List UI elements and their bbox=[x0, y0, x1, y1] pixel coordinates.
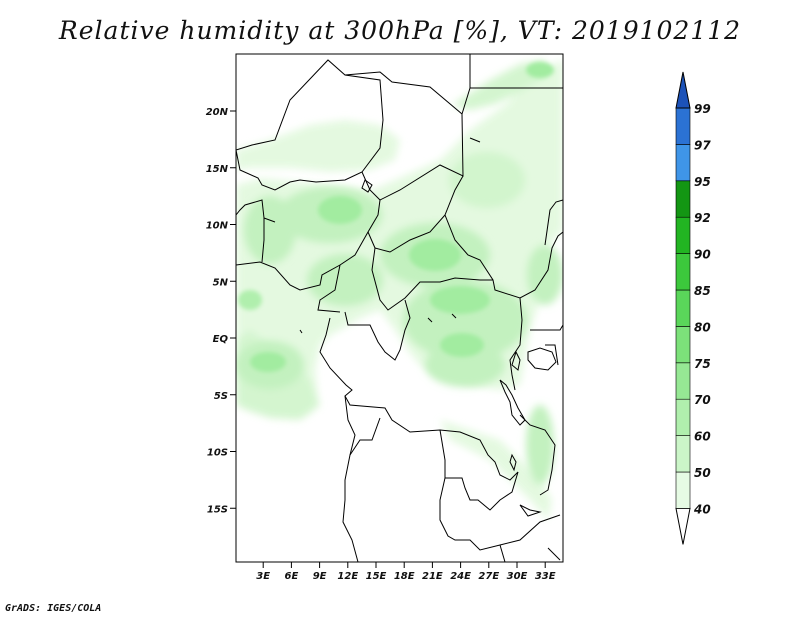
map-title: Relative humidity at 300hPa [%], VT: 201… bbox=[58, 16, 742, 45]
lon-tick-label: 33E bbox=[535, 571, 556, 582]
lon-tick-label: 24E bbox=[450, 571, 471, 582]
colorbar-label: 99 bbox=[694, 102, 711, 116]
grads-credit: GrADS: IGES/COLA bbox=[5, 603, 102, 614]
colorbar-label: 70 bbox=[694, 393, 711, 407]
lat-tick-label: 5N bbox=[213, 277, 229, 288]
colorbar-swatch bbox=[675, 398, 691, 436]
humidity-field bbox=[236, 60, 563, 520]
lon-tick-label: 18E bbox=[394, 571, 415, 582]
colorbar-high-arrow bbox=[675, 71, 691, 109]
colorbar-swatch bbox=[675, 253, 691, 291]
lat-tick-label: 15N bbox=[206, 164, 229, 175]
lon-tick-label: 15E bbox=[366, 571, 387, 582]
lon-tick-label: 12E bbox=[337, 571, 358, 582]
colorbar-label: 85 bbox=[694, 284, 711, 298]
lon-tick-label: 21E bbox=[422, 571, 443, 582]
colorbar-label: 75 bbox=[694, 357, 711, 371]
colorbar-swatch bbox=[675, 180, 691, 218]
colorbar-swatch bbox=[675, 471, 691, 509]
lat-tick-label: EQ bbox=[213, 334, 229, 345]
colorbar-label: 92 bbox=[694, 211, 711, 225]
colorbar-swatch bbox=[675, 216, 691, 254]
lat-tick-label: 10S bbox=[207, 448, 228, 459]
colorbar-label: 50 bbox=[694, 466, 711, 480]
lat-tick-label: 5S bbox=[214, 391, 228, 402]
lat-tick-label: 15S bbox=[207, 504, 228, 515]
colorbar-swatch bbox=[675, 289, 691, 327]
colorbar: 40 50 60 70 75 80 85 90 92 95 97 99 bbox=[675, 71, 711, 545]
lon-tick-label: 9E bbox=[313, 571, 327, 582]
colorbar-label: 60 bbox=[694, 430, 711, 444]
colorbar-swatch bbox=[675, 144, 691, 182]
lon-tick-label: 30E bbox=[507, 571, 528, 582]
colorbar-label: 97 bbox=[694, 138, 711, 152]
lon-tick-label: 27E bbox=[478, 571, 499, 582]
colorbar-swatch bbox=[675, 435, 691, 473]
country-boundaries bbox=[236, 54, 563, 562]
colorbar-swatch bbox=[675, 362, 691, 400]
colorbar-label: 90 bbox=[694, 248, 711, 262]
colorbar-swatch bbox=[675, 107, 691, 145]
axis-ticks: 20N 15N 10N 5N EQ 5S 10S 15S 3E 6E 9E 12E 15E 18E 21E 2… bbox=[206, 107, 556, 582]
colorbar-low-arrow bbox=[675, 507, 691, 545]
colorbar-label: 40 bbox=[693, 502, 711, 516]
lon-tick-label: 3E bbox=[256, 571, 270, 582]
plot-frame bbox=[235, 53, 564, 563]
lon-tick-label: 6E bbox=[285, 571, 299, 582]
lat-tick-label: 10N bbox=[206, 221, 229, 232]
colorbar-label: 80 bbox=[694, 320, 711, 334]
lat-tick-label: 20N bbox=[206, 107, 229, 118]
colorbar-swatch bbox=[675, 326, 691, 364]
colorbar-label: 95 bbox=[694, 175, 711, 189]
